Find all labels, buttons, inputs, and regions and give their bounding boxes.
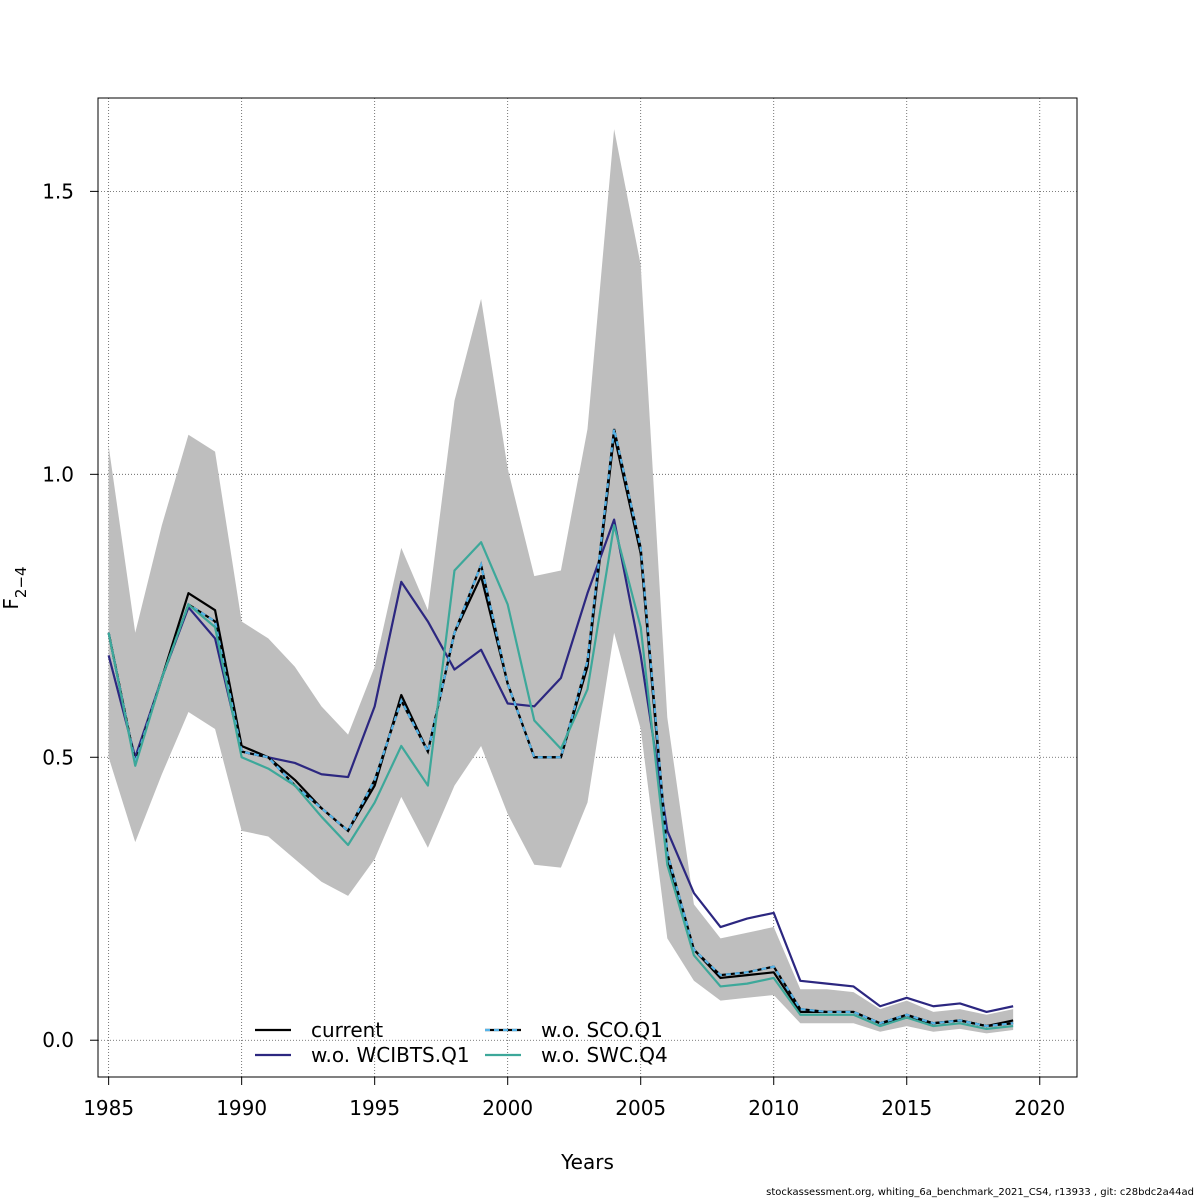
legend-label: w.o. WCIBTS.Q1 bbox=[311, 1043, 470, 1067]
legend-label: w.o. SWC.Q4 bbox=[541, 1043, 668, 1067]
x-tick-label: 2005 bbox=[615, 1096, 666, 1120]
legend-label: current bbox=[311, 1018, 383, 1042]
y-tick-label: 0.5 bbox=[42, 745, 74, 769]
series-line-w-o-swc-q4 bbox=[107, 524, 1014, 1030]
x-tick-label: 2000 bbox=[482, 1096, 533, 1120]
y-tick-label: 1.0 bbox=[42, 462, 74, 486]
footer-credit: stockassessment.org, whiting_6a_benchmar… bbox=[766, 1187, 1194, 1198]
confidence-band-layer bbox=[108, 129, 1014, 1034]
x-tick-label: 2010 bbox=[748, 1096, 799, 1120]
y-axis-title-subscript: 2−4 bbox=[12, 566, 30, 598]
axes: 1985 1990 1995 2000 2005 2010 2015 2020 0.0 0.5 1.… bbox=[42, 179, 1065, 1120]
svg-text:F2−4: F2−4 bbox=[0, 566, 30, 609]
confidence-band bbox=[108, 129, 1014, 1034]
x-tick-label: 2015 bbox=[881, 1096, 932, 1120]
x-tick-label: 1985 bbox=[83, 1096, 134, 1120]
series-line-w-o-sco-q1-base bbox=[107, 428, 1014, 1028]
y-tick-label: 1.5 bbox=[42, 179, 74, 203]
series-layer bbox=[107, 428, 1014, 1030]
y-axis-title: F2−4 bbox=[0, 566, 30, 609]
x-axis-title: Years bbox=[560, 1150, 614, 1174]
y-axis-title-main: F bbox=[0, 598, 23, 610]
y-tick-label: 0.0 bbox=[42, 1028, 74, 1052]
x-tick-label: 1995 bbox=[349, 1096, 400, 1120]
legend-label: w.o. SCO.Q1 bbox=[541, 1018, 663, 1042]
x-tick-label: 1990 bbox=[216, 1096, 267, 1120]
x-tick-label: 2020 bbox=[1014, 1096, 1065, 1120]
